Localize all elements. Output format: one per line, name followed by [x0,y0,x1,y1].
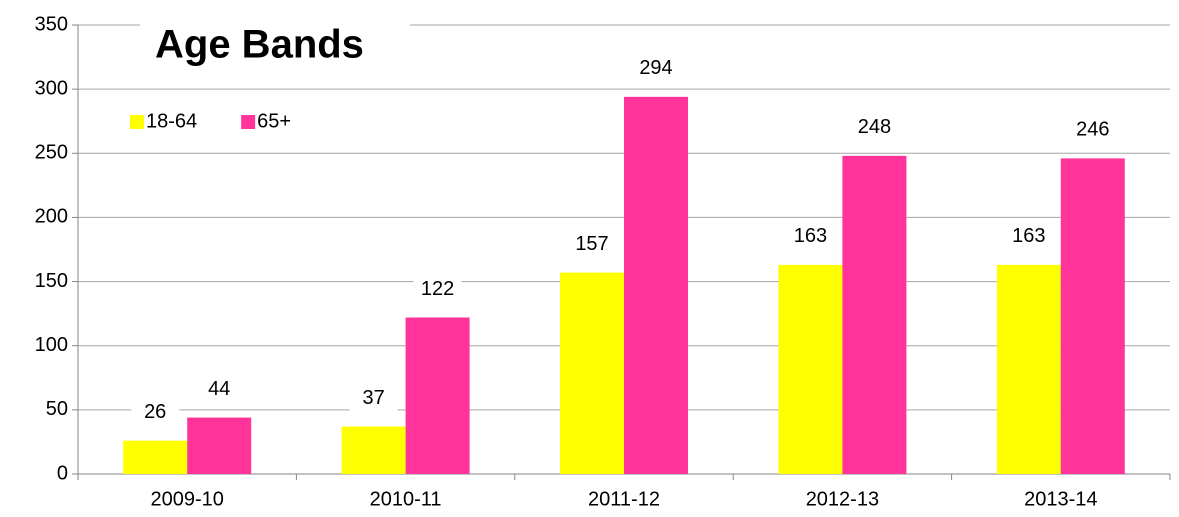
bar [996,264,1061,474]
data-label: 294 [639,57,672,79]
data-label: 122 [421,278,454,300]
data-label-background [131,396,180,429]
y-tick-label: 350 [35,13,68,35]
marks [123,96,1125,474]
bar [1060,158,1125,474]
y-tick-label: 250 [35,142,68,164]
title-background [140,14,410,76]
data-label: 163 [794,225,827,247]
bar [842,155,907,474]
data-label-background [1068,114,1117,147]
data-label-background [786,220,835,253]
data-label: 157 [575,233,608,255]
legend-swatch [130,115,144,129]
data-label-background [568,228,616,261]
y-tick-label: 200 [35,206,68,228]
y-tick-label: 50 [46,398,68,420]
legend-swatch [241,115,256,129]
y-tick-label: 300 [35,77,68,99]
data-label-background [1004,220,1053,253]
bar [624,96,688,474]
data-label-background [850,111,899,144]
data-label: 248 [858,116,891,138]
data-label-background [195,373,244,406]
bar [187,417,252,474]
data-label: 163 [1012,225,1045,247]
x-tick-label: 2010-11 [370,488,442,510]
y-tick-label: 150 [35,270,68,292]
data-label-background [632,52,680,85]
bar [341,426,406,474]
x-tick-label: 2009-10 [150,488,223,510]
data-label: 246 [1076,119,1109,141]
x-tick-label: 2013-14 [1024,488,1097,510]
x-tick-label: 2012-13 [806,488,879,510]
data-label: 26 [144,401,166,423]
y-tick-label: 0 [57,462,68,484]
bar [560,272,624,474]
data-label-background [349,382,398,415]
chart-title: Age Bands [155,23,364,67]
bar [778,264,843,474]
data-label: 44 [208,378,230,400]
bar [123,440,188,474]
y-tick-label: 100 [35,334,68,356]
bar [405,317,470,474]
data-label: 37 [362,387,384,409]
legend-label: 18-64 [146,110,197,132]
data-label-background [413,273,462,306]
legend-label: 65+ [257,110,291,132]
x-tick-label: 2011-12 [588,488,660,510]
